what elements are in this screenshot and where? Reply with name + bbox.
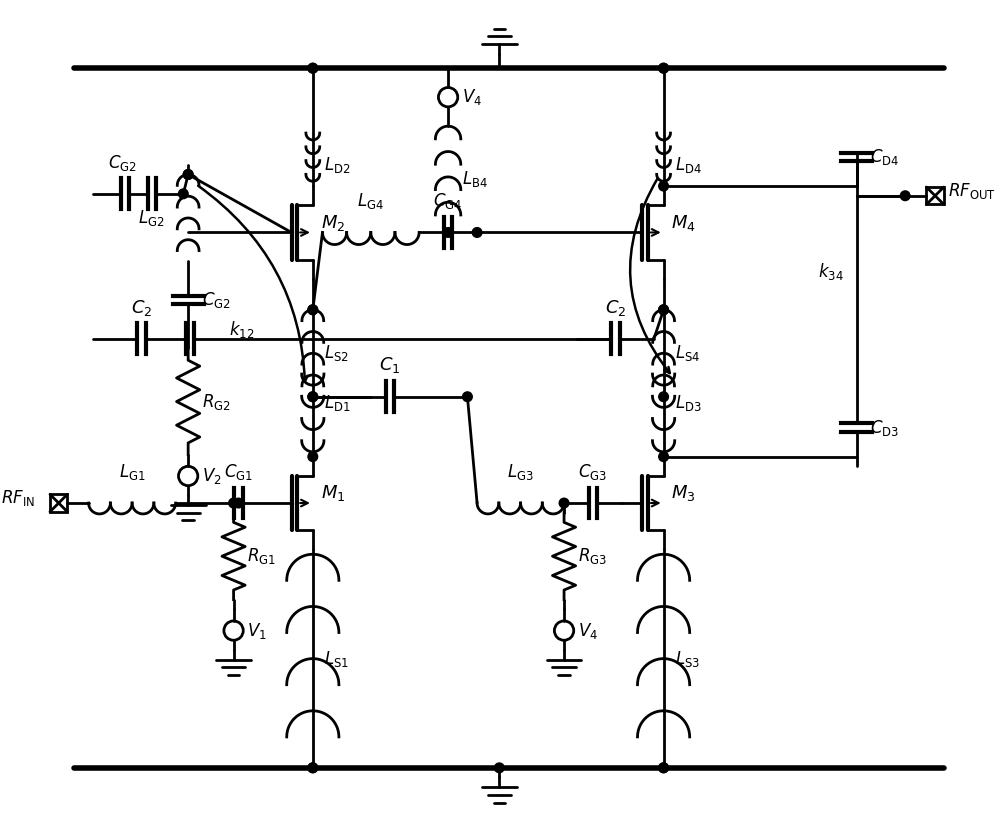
Text: $V_4$: $V_4$ xyxy=(462,87,482,107)
Circle shape xyxy=(659,763,668,772)
Circle shape xyxy=(308,763,318,772)
Text: $C_2$: $C_2$ xyxy=(605,298,626,318)
Circle shape xyxy=(659,64,668,73)
Text: $M_2$: $M_2$ xyxy=(321,213,345,232)
Text: $C_{\rm G2}$: $C_{\rm G2}$ xyxy=(108,152,137,172)
Text: $L_{\rm B4}$: $L_{\rm B4}$ xyxy=(462,170,488,189)
Circle shape xyxy=(494,763,504,772)
Circle shape xyxy=(308,451,318,461)
Bar xyxy=(926,187,944,205)
Text: $M_1$: $M_1$ xyxy=(321,483,345,503)
Text: $C_{\rm G3}$: $C_{\rm G3}$ xyxy=(578,461,608,482)
Text: $R_{\rm G1}$: $R_{\rm G1}$ xyxy=(247,546,276,566)
Text: $L_{\rm D3}$: $L_{\rm D3}$ xyxy=(675,393,702,412)
Text: $M_4$: $M_4$ xyxy=(671,213,696,232)
Text: $V_4$: $V_4$ xyxy=(578,620,598,640)
Text: $C_{\rm D4}$: $C_{\rm D4}$ xyxy=(870,147,900,167)
Text: $V_1$: $V_1$ xyxy=(247,620,267,640)
Text: $C_{\rm D3}$: $C_{\rm D3}$ xyxy=(870,418,899,438)
Text: $RF_{\rm OUT}$: $RF_{\rm OUT}$ xyxy=(948,181,995,201)
Circle shape xyxy=(659,392,668,401)
Circle shape xyxy=(183,170,193,179)
Text: $L_{\rm S2}$: $L_{\rm S2}$ xyxy=(324,344,349,364)
Circle shape xyxy=(308,64,318,73)
Circle shape xyxy=(308,763,318,772)
Text: $RF_{\rm IN}$: $RF_{\rm IN}$ xyxy=(1,488,35,508)
Text: $L_{\rm G3}$: $L_{\rm G3}$ xyxy=(507,461,534,482)
Circle shape xyxy=(229,498,238,507)
Circle shape xyxy=(659,64,668,73)
Circle shape xyxy=(659,181,668,191)
Circle shape xyxy=(308,64,318,73)
Circle shape xyxy=(234,498,243,507)
Circle shape xyxy=(900,191,910,201)
Text: $C_2$: $C_2$ xyxy=(131,298,152,318)
Text: $R_{\rm G2}$: $R_{\rm G2}$ xyxy=(202,391,231,411)
Text: $C_{\rm G2}$: $C_{\rm G2}$ xyxy=(202,290,231,310)
Circle shape xyxy=(659,305,668,314)
Text: $L_{\rm G2}$: $L_{\rm G2}$ xyxy=(138,208,164,228)
Text: $L_{\rm S3}$: $L_{\rm S3}$ xyxy=(675,649,700,669)
Circle shape xyxy=(443,227,453,237)
Text: $L_{\rm D2}$: $L_{\rm D2}$ xyxy=(324,155,351,175)
Text: $C_{\rm G4}$: $C_{\rm G4}$ xyxy=(433,191,463,212)
Circle shape xyxy=(308,392,318,401)
Circle shape xyxy=(183,170,193,179)
Text: $k_{12}$: $k_{12}$ xyxy=(229,319,254,339)
Text: $V_2$: $V_2$ xyxy=(202,466,221,486)
Circle shape xyxy=(308,305,318,314)
Circle shape xyxy=(472,227,482,237)
Circle shape xyxy=(178,189,188,199)
Text: $L_{\rm G1}$: $L_{\rm G1}$ xyxy=(119,461,145,482)
Circle shape xyxy=(559,498,569,507)
Text: $R_{\rm G3}$: $R_{\rm G3}$ xyxy=(578,546,607,566)
Circle shape xyxy=(308,305,318,314)
Text: $k_{34}$: $k_{34}$ xyxy=(818,261,844,282)
Text: $L_{\rm D1}$: $L_{\rm D1}$ xyxy=(324,393,351,412)
Circle shape xyxy=(659,763,668,772)
Text: $L_{\rm D4}$: $L_{\rm D4}$ xyxy=(675,155,702,175)
Text: $L_{\rm S4}$: $L_{\rm S4}$ xyxy=(675,344,701,364)
Text: $C_1$: $C_1$ xyxy=(379,355,401,375)
Circle shape xyxy=(659,305,668,314)
Text: $L_{\rm S1}$: $L_{\rm S1}$ xyxy=(324,649,349,669)
Bar xyxy=(50,494,67,512)
Text: $L_{\rm G4}$: $L_{\rm G4}$ xyxy=(357,191,384,212)
Text: $C_{\rm G1}$: $C_{\rm G1}$ xyxy=(224,461,253,482)
Text: $M_3$: $M_3$ xyxy=(671,483,696,503)
Circle shape xyxy=(308,392,318,401)
Circle shape xyxy=(463,392,472,401)
Circle shape xyxy=(659,451,668,461)
